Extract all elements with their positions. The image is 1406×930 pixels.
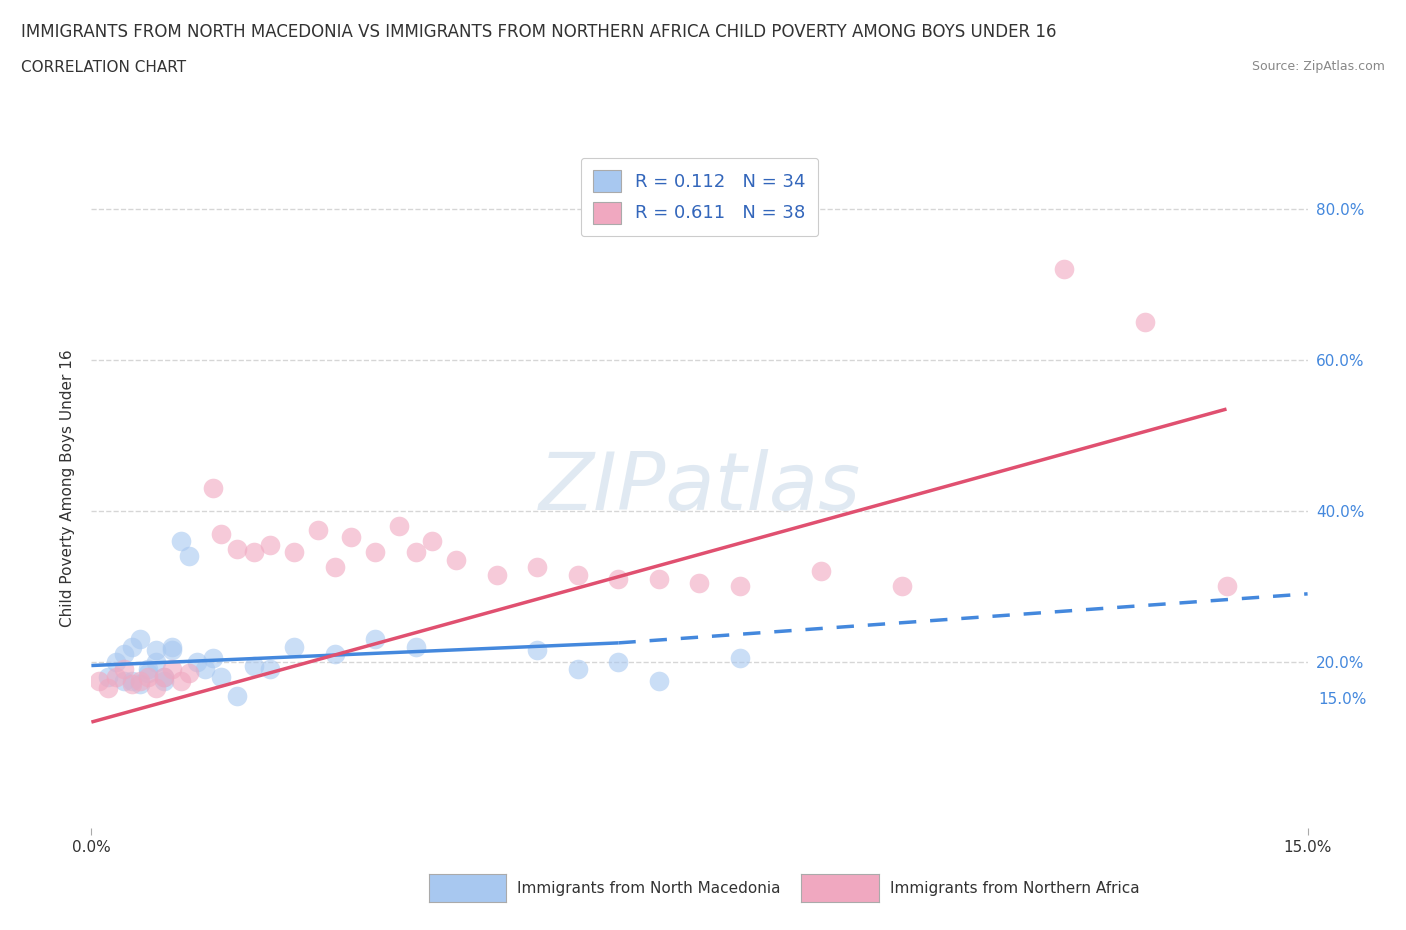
Point (526, 643, 548, 658)
Point (485, 567, 508, 582)
Point (162, 662, 184, 677)
Point (567, 662, 589, 677)
Point (162, 639, 184, 654)
Point (136, 662, 159, 677)
Point (121, 677, 143, 692)
Point (1135, 315, 1157, 330)
Point (688, 575, 710, 590)
Point (104, 655, 127, 670)
Point (121, 639, 143, 654)
Point (97, 681, 120, 696)
Point (177, 549, 200, 564)
Point (169, 534, 191, 549)
Point (121, 673, 143, 688)
Point (202, 481, 225, 496)
Point (209, 526, 232, 541)
Point (226, 688, 249, 703)
Point (153, 670, 176, 684)
Point (1053, 262, 1076, 277)
Point (89, 673, 111, 688)
Point (226, 541, 249, 556)
Point (891, 578, 914, 593)
Point (444, 552, 467, 567)
Point (259, 662, 281, 677)
Point (1215, 578, 1237, 593)
Point (145, 643, 167, 658)
Text: ZIPatlas: ZIPatlas (538, 449, 860, 527)
Text: Immigrants from Northern Africa: Immigrants from Northern Africa (890, 881, 1140, 896)
Point (209, 670, 232, 684)
Point (388, 519, 411, 534)
Point (242, 545, 264, 560)
Point (648, 673, 671, 688)
Text: IMMIGRANTS FROM NORTH MACEDONIA VS IMMIGRANTS FROM NORTHERN AFRICA CHILD POVERTY: IMMIGRANTS FROM NORTH MACEDONIA VS IMMIG… (21, 23, 1056, 41)
Point (323, 646, 346, 661)
Text: Immigrants from North Macedonia: Immigrants from North Macedonia (517, 881, 780, 896)
Point (283, 545, 305, 560)
Point (648, 571, 671, 586)
Point (202, 651, 225, 666)
Point (129, 677, 152, 692)
Point (364, 545, 387, 560)
Point (420, 534, 443, 549)
Point (405, 545, 427, 560)
Point (728, 651, 751, 666)
Point (136, 670, 159, 684)
Point (136, 666, 159, 681)
Point (364, 631, 387, 646)
Y-axis label: Child Poverty Among Boys Under 16: Child Poverty Among Boys Under 16 (60, 350, 76, 627)
Point (177, 666, 200, 681)
Point (129, 673, 152, 688)
Point (112, 662, 135, 677)
Point (145, 681, 167, 696)
Point (242, 658, 264, 673)
Point (405, 639, 427, 654)
Point (104, 670, 127, 684)
Text: 15.0%: 15.0% (1319, 692, 1367, 707)
Point (129, 631, 152, 646)
Point (810, 564, 832, 578)
Point (112, 646, 135, 661)
Point (567, 567, 589, 582)
Point (728, 578, 751, 593)
Point (526, 560, 548, 575)
Point (340, 530, 363, 545)
Point (186, 655, 208, 670)
Point (283, 639, 305, 654)
Point (307, 523, 329, 538)
Point (162, 643, 184, 658)
Text: CORRELATION CHART: CORRELATION CHART (21, 60, 186, 75)
Point (112, 673, 135, 688)
Point (97, 670, 120, 684)
Point (323, 560, 346, 575)
Point (153, 670, 176, 684)
Point (169, 673, 191, 688)
Point (145, 655, 167, 670)
Point (607, 655, 630, 670)
Point (194, 662, 217, 677)
Point (607, 571, 630, 586)
Legend: R = 0.112   N = 34, R = 0.611   N = 38: R = 0.112 N = 34, R = 0.611 N = 38 (581, 158, 818, 236)
Text: Source: ZipAtlas.com: Source: ZipAtlas.com (1251, 60, 1385, 73)
Point (259, 538, 281, 552)
Point (153, 673, 176, 688)
